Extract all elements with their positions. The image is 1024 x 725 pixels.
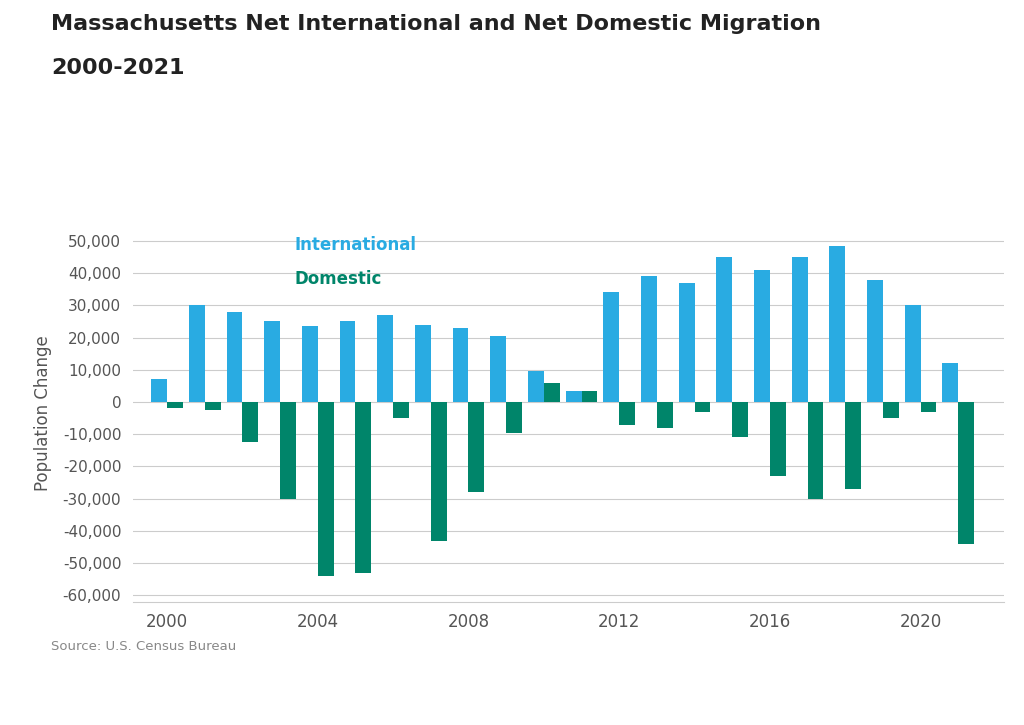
Bar [829,246,845,402]
Text: @TaxFoundation: @TaxFoundation [867,689,1004,707]
Bar [490,336,506,402]
Bar [867,280,883,402]
Bar [679,283,694,402]
Bar [468,402,484,492]
Bar [694,402,711,412]
Bar [302,326,317,402]
Bar [620,402,635,425]
Bar [377,315,393,402]
Text: International: International [294,236,416,254]
Bar [641,276,656,402]
Bar [565,391,582,402]
Bar [506,402,522,433]
Text: Domestic: Domestic [294,270,382,288]
Bar [243,402,258,442]
Bar [226,312,243,402]
Text: TAX FOUNDATION: TAX FOUNDATION [20,688,214,708]
Bar [603,292,620,402]
Bar [656,402,673,428]
Text: Source: U.S. Census Bureau: Source: U.S. Census Bureau [51,639,237,652]
Bar [958,402,974,544]
Bar [453,328,468,402]
Bar [340,321,355,402]
Bar [770,402,785,476]
Bar [582,391,597,402]
Bar [845,402,861,489]
Bar [355,402,372,573]
Text: 2000-2021: 2000-2021 [51,58,184,78]
Bar [808,402,823,499]
Bar [188,305,205,402]
Bar [544,383,560,402]
Bar [754,270,770,402]
Bar [883,402,899,418]
Bar [528,371,544,402]
Bar [152,379,167,402]
Bar [393,402,409,418]
Bar [921,402,937,412]
Bar [732,402,749,437]
Text: Massachusetts Net International and Net Domestic Migration: Massachusetts Net International and Net … [51,14,821,35]
Bar [431,402,446,541]
Bar [264,321,281,402]
Bar [205,402,220,410]
Bar [717,257,732,402]
Bar [415,325,431,402]
Bar [905,305,921,402]
Bar [792,257,808,402]
Bar [942,363,958,402]
Bar [281,402,296,499]
Bar [317,402,334,576]
Bar [167,402,183,408]
Y-axis label: Population Change: Population Change [34,336,51,491]
